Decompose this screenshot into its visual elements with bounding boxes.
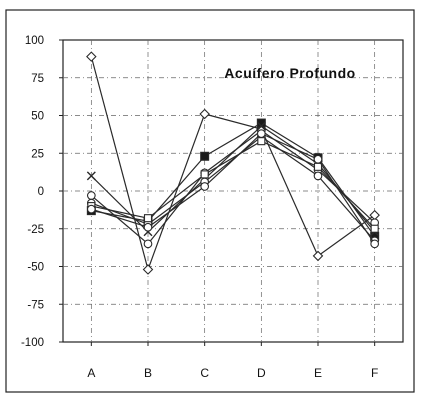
y-tick-label: 100	[25, 35, 44, 47]
series-line	[90, 56, 376, 271]
data-point	[370, 239, 380, 249]
x-axis: A B C D E F	[87, 342, 378, 380]
y-tick-label: 0	[38, 186, 44, 198]
y-tick-label: 50	[31, 111, 44, 123]
x-tick-label: D	[257, 366, 266, 380]
data-point	[256, 121, 266, 131]
series-7	[86, 129, 380, 249]
x-tick-label: B	[144, 366, 152, 380]
data-point	[313, 171, 323, 181]
data-point	[142, 264, 154, 275]
series-line	[90, 125, 376, 233]
x-tick-label: A	[87, 366, 95, 380]
y-tick-label: -100	[21, 337, 44, 349]
data-point	[370, 224, 379, 233]
y-tick-label: -25	[27, 224, 44, 236]
x-tick-label: E	[314, 366, 322, 380]
data-point	[143, 222, 153, 232]
series-line	[91, 133, 376, 245]
series-group	[86, 51, 380, 275]
data-point	[143, 239, 153, 249]
data-point	[312, 250, 324, 262]
y-tick-label: 25	[31, 148, 44, 160]
data-point	[86, 204, 96, 214]
gridlines	[63, 40, 403, 342]
y-tick-label: -75	[27, 299, 44, 311]
series-line	[91, 122, 376, 237]
y-tick-label: -50	[27, 262, 44, 274]
data-point	[200, 182, 210, 191]
y-tick-label: 75	[31, 73, 44, 85]
data-point	[86, 51, 97, 62]
x-tick-label: C	[200, 366, 209, 380]
series-line	[91, 140, 376, 230]
data-point	[200, 170, 209, 179]
data-point	[143, 214, 153, 223]
data-point	[257, 137, 266, 146]
data-point	[313, 154, 323, 164]
data-point	[313, 162, 323, 171]
data-point	[199, 108, 210, 120]
x-tick-label: F	[371, 366, 378, 380]
chart-title: Acuífero Profundo	[224, 65, 355, 81]
y-axis: 100 75 50 25 0 -25 -50 -75 -100	[21, 35, 63, 349]
data-point	[200, 151, 210, 161]
data-point	[256, 129, 266, 138]
data-point	[86, 171, 96, 181]
data-point	[86, 191, 96, 200]
